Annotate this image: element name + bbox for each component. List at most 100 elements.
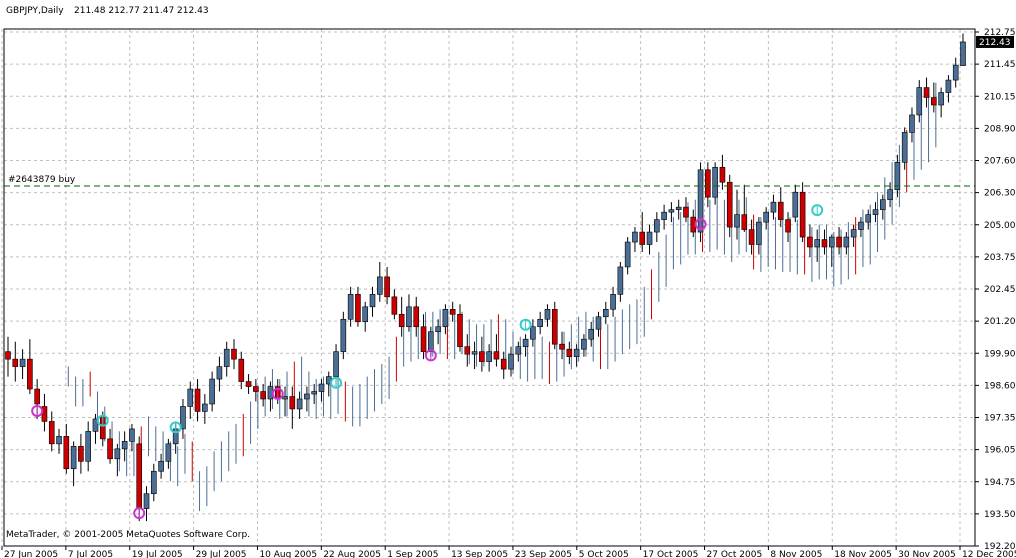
candle [376,261,383,302]
candle-body [916,87,923,116]
candle-body [705,169,711,198]
candle-body [610,294,616,310]
candle [960,33,966,66]
sell-signal-icon [694,218,707,231]
candle [420,314,427,360]
candle [202,394,208,424]
candle [27,339,33,395]
candle-body [960,41,966,66]
candle [522,334,529,357]
candle-body [858,221,864,230]
candle [807,224,813,257]
candle [318,379,325,402]
candle [770,194,777,220]
y-tick-label: 192.20 [984,542,1016,552]
candle-body [799,191,806,238]
x-tick-label: 30 Nov 2005 [898,550,956,558]
order-line-label: #2643879 buy [8,175,76,185]
candle-body [143,493,150,509]
candle-body [136,443,143,509]
candle-body [777,201,784,220]
candle-body [515,346,522,355]
candle [632,227,638,252]
candle [304,386,310,412]
candle [777,187,784,228]
candle [260,384,266,407]
candle-body [551,309,558,345]
candle [872,202,879,223]
y-tick-label: 206.30 [984,189,1016,199]
candle [500,351,507,380]
y-tick-label: 196.05 [984,446,1016,456]
candle-body [333,351,339,377]
candle-body [828,236,835,248]
price-axis[interactable]: 212.75 211.45 210.15 208.90 207.60 206.30 205.… [975,28,1016,552]
candle [726,174,733,238]
candle [901,127,908,170]
y-tick-label: 211.45 [984,60,1016,70]
candle [471,341,478,370]
candle-body [938,92,944,106]
candle [85,421,91,472]
candle-body [909,114,915,133]
candle [406,294,412,332]
candle-body [165,443,172,462]
candle [435,319,441,345]
candle-body [121,441,128,450]
candle-body [581,338,587,350]
candle [894,154,901,198]
x-tick-label: 27 Oct 2005 [707,550,763,558]
x-tick-label: 13 Sep 2005 [451,550,508,558]
candle-body [697,169,704,233]
candle-body [901,132,908,163]
candle-body [27,358,33,390]
candle [763,207,769,230]
candle-body [398,313,405,328]
candle-body [289,396,296,410]
candle-body [807,236,813,248]
candle [814,229,820,262]
time-axis[interactable]: 27 Jun 2005 7 Jul 2005 19 Jul 2005 29 Jul 2… [1,546,1016,558]
x-tick-label: 8 Nov 2005 [770,550,822,558]
candle [48,411,55,452]
candle [391,289,398,320]
y-tick-label: 197.35 [984,414,1016,424]
y-tick-label: 201.20 [984,317,1016,327]
candle [573,344,580,367]
x-tick-label: 12 Dec 2005 [962,550,1016,558]
x-tick-label: 18 Nov 2005 [834,550,892,558]
candle-body [151,470,157,494]
x-tick-label: 7 Jul 2005 [68,550,113,558]
candle [398,296,405,337]
candle-body [770,201,777,213]
y-tick-label: 194.75 [984,478,1016,488]
candle [931,82,937,113]
candle-body [814,239,820,248]
candle [617,261,624,302]
y-tick-label: 205.00 [984,221,1016,231]
candle-body [639,231,646,245]
candle-body [48,421,55,445]
candle [551,301,558,350]
candle [602,301,609,325]
candle [457,304,463,352]
candle [296,391,303,419]
candle-body [763,211,769,223]
candle [493,334,500,367]
candle-body [107,438,113,460]
candle [56,428,62,454]
candle [705,162,711,208]
candle-body [442,309,449,328]
candle-body [391,296,398,315]
y-tick-label: 193.50 [984,510,1016,520]
candle-body [530,326,536,340]
candle-body [559,343,565,350]
candle [821,229,828,255]
candle-body [931,97,937,106]
candle [340,311,347,360]
buy-signal-icon [519,318,532,331]
candle [712,162,718,205]
x-tick-label: 10 Aug 2005 [259,550,317,558]
